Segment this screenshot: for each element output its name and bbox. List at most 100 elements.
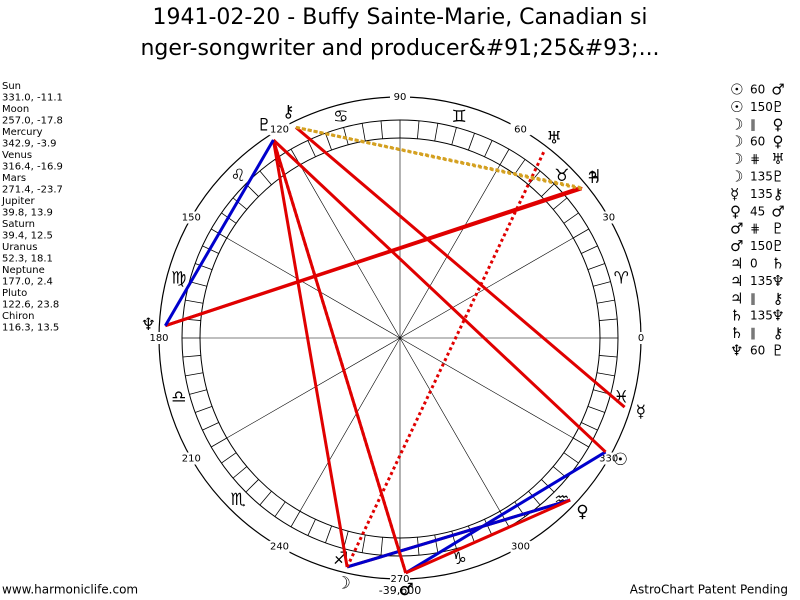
aspect-planet: ☉ — [730, 81, 743, 99]
aspect-planet: ♂ — [771, 81, 784, 99]
aspect-planet: ⚷ — [773, 324, 784, 342]
degree-label-bg — [390, 573, 410, 585]
ring-tick — [434, 123, 439, 142]
aspect-planet: ♄ — [771, 255, 784, 273]
planet-name: Uranus — [2, 242, 37, 253]
sign-glyph: ♉ — [554, 166, 569, 186]
degree-label-bg — [631, 332, 651, 344]
aspect-type: 135 — [750, 274, 773, 288]
bottom-value: -39,600 — [379, 584, 421, 597]
aspect-planet: ⚷ — [773, 185, 784, 203]
aspect-type: 135 — [750, 170, 773, 184]
planet-coords: 342.9, -3.9 — [2, 139, 57, 150]
spoke — [299, 337, 401, 512]
aspect-planet: ♀ — [773, 133, 784, 151]
aspect-planet: ♄ — [730, 324, 743, 342]
ring-tick — [599, 355, 618, 358]
sign-glyph: ♌ — [230, 166, 245, 186]
aspect-planet: ♇ — [771, 168, 784, 186]
ring-tick — [211, 437, 227, 448]
planet-coords: 316.4, -16.9 — [2, 162, 63, 173]
ring-tick — [195, 406, 213, 413]
aspect-type: 45 — [750, 204, 765, 218]
ring-tick — [468, 133, 475, 151]
degree-label-bg — [269, 540, 290, 553]
ring-tick — [596, 372, 615, 377]
planet-glyph: ♄ — [587, 168, 602, 188]
spoke — [226, 337, 401, 439]
degree-label: 150 — [182, 213, 201, 224]
aspect-planet: ☽ — [730, 150, 743, 168]
degree-label-bg — [598, 452, 619, 465]
ring-tick — [232, 197, 248, 210]
ring-tick — [484, 519, 493, 536]
ring-tick — [232, 466, 248, 479]
planet-coords: 52.3, 18.1 — [2, 254, 53, 265]
aspect-planet: ☽ — [730, 168, 743, 186]
spoke — [226, 237, 401, 339]
ring-tick — [417, 120, 420, 139]
ring-tick — [307, 519, 316, 536]
ring-tick — [587, 263, 605, 270]
aspect-type: 150 — [750, 239, 773, 253]
degree-label-bg — [149, 332, 169, 344]
spoke — [399, 337, 574, 439]
planet-glyph: ♇ — [257, 116, 272, 136]
planet-coords: 122.6, 23.8 — [2, 300, 59, 311]
planet-name: Neptune — [2, 265, 45, 276]
ring-tick — [563, 212, 579, 224]
planet-name: Sun — [2, 81, 21, 92]
aspect-planet: ☽ — [730, 115, 743, 133]
spoke — [299, 164, 401, 339]
aspect-planet: ♆ — [771, 307, 784, 325]
degree-label: 0 — [638, 333, 644, 344]
aspect-planet: ♇ — [771, 237, 784, 255]
ring-tick — [361, 534, 366, 553]
aspect-planet: ♂ — [730, 237, 743, 255]
planet-name: Moon — [2, 104, 29, 115]
spoke — [399, 337, 501, 512]
degree-label: 210 — [182, 454, 201, 465]
planet-name: Mars — [2, 173, 26, 184]
sign-glyph: ♎ — [171, 387, 186, 407]
planet-coords: 177.0, 2.4 — [2, 277, 53, 288]
planet-coords: 257.0, -17.8 — [2, 116, 63, 127]
aspect-planet: ♂ — [730, 220, 743, 238]
ring-tick — [587, 406, 605, 413]
planet-name: Venus — [2, 150, 32, 161]
planet-glyph: ☉ — [613, 450, 628, 470]
aspect-type: 150 — [750, 100, 773, 114]
aspect-line — [346, 498, 571, 569]
sign-glyph: ♊ — [452, 107, 467, 127]
ring-tick — [596, 299, 615, 304]
degree-label: 300 — [511, 542, 530, 553]
planet-glyph: ♅ — [546, 129, 561, 149]
degree-label-bg — [181, 452, 202, 465]
aspect-planet: ♃ — [730, 289, 743, 307]
planet-coords: 331.0, -11.1 — [2, 93, 63, 104]
planet-glyph: ☽ — [336, 574, 351, 594]
ring-tick — [245, 479, 259, 493]
ring-tick — [380, 120, 383, 139]
aspect-line — [294, 126, 626, 409]
ring-tick — [325, 133, 332, 151]
ring-tick — [185, 372, 204, 377]
degree-label-bg — [598, 211, 619, 224]
aspect-planet: ☽ — [730, 133, 743, 151]
ring-tick — [361, 123, 366, 142]
aspect-planet: ♂ — [771, 202, 784, 220]
aspect-line — [345, 151, 546, 568]
planet-coords: 39.4, 12.5 — [2, 231, 53, 242]
aspect-planet: ⚷ — [773, 289, 784, 307]
ring-tick — [528, 490, 541, 506]
ring-tick — [189, 281, 207, 287]
ring-tick — [343, 127, 349, 145]
aspect-type: ⋕ — [750, 152, 760, 166]
ring-tick — [514, 159, 526, 175]
sign-glyph: ♑ — [452, 549, 467, 569]
aspect-type: ∥ — [750, 326, 756, 340]
sign-glyph: ♏ — [230, 490, 245, 510]
ring-tick — [573, 228, 589, 239]
aspect-line — [295, 125, 582, 191]
